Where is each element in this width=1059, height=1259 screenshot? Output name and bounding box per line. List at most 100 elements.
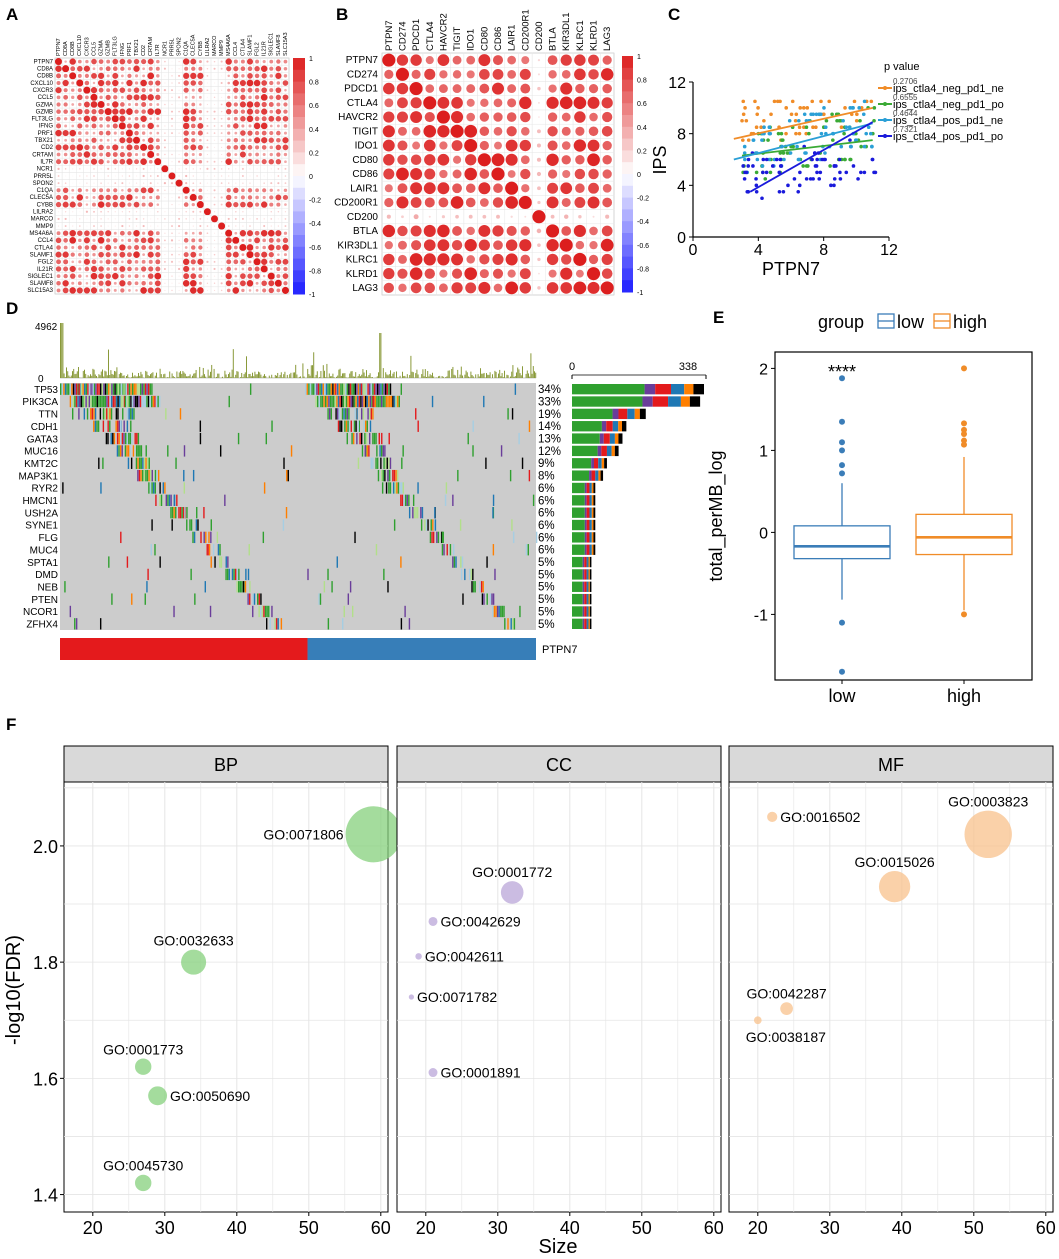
tmb-bar: [72, 371, 73, 378]
correlation-dot: [269, 88, 274, 93]
percent-label: 5%: [538, 619, 555, 631]
correlation-dot: [78, 252, 82, 257]
correlation-dot: [170, 110, 174, 113]
mutation-cell: [338, 408, 340, 420]
tmb-bar: [217, 373, 219, 378]
correlation-dot: [171, 282, 173, 284]
mutation-cell: [84, 383, 86, 395]
correlation-dot: [507, 98, 517, 108]
correlation-dot: [587, 196, 600, 209]
correlation-dot: [182, 122, 190, 130]
mutation-cell: [132, 383, 134, 395]
mutation-cell: [271, 605, 273, 618]
mutation-cell: [290, 445, 293, 457]
correlation-dot: [268, 102, 274, 107]
scatter-point: [838, 170, 842, 175]
correlation-dot: [436, 110, 450, 124]
row-label: SLC15A3: [27, 288, 53, 294]
mutation-cell: [156, 469, 158, 482]
correlation-dot: [191, 188, 195, 192]
correlation-dot: [69, 58, 76, 65]
scatter-point: [770, 164, 775, 168]
correlation-dot: [438, 283, 448, 293]
frequency-bar-segment: [586, 544, 590, 555]
correlation-dot: [128, 211, 131, 213]
correlation-dot: [574, 168, 586, 180]
mutation-cell: [396, 395, 399, 408]
correlation-dot: [491, 167, 505, 181]
mutation-cell: [430, 519, 432, 531]
mutation-cell: [392, 482, 395, 494]
correlation-dot: [537, 73, 540, 76]
mutation-cell: [123, 432, 125, 445]
correlation-dot: [133, 122, 140, 129]
correlation-dot: [178, 60, 180, 63]
tmb-bar: [75, 373, 77, 378]
correlation-dot: [83, 86, 91, 94]
correlation-dot: [171, 289, 173, 292]
correlation-dot: [510, 215, 513, 218]
mutation-cell: [90, 395, 92, 408]
correlation-dot: [492, 55, 504, 66]
tmb-bar: [120, 372, 121, 378]
percent-label: 8%: [538, 471, 555, 483]
mutation-cell: [472, 581, 475, 593]
correlation-dot: [78, 267, 82, 271]
mutation-cell: [64, 581, 66, 593]
mutation-cell: [395, 469, 397, 482]
correlation-dot: [261, 159, 267, 165]
row-label: MMP9: [36, 224, 54, 230]
scatter-point: [855, 112, 859, 117]
mutation-cell: [193, 531, 196, 544]
correlation-dot: [119, 108, 126, 115]
correlation-dot: [396, 167, 409, 181]
correlation-dot: [134, 260, 139, 264]
correlation-dot: [213, 82, 216, 84]
column-label: SPON2: [177, 37, 183, 56]
row-label: SPON2: [33, 181, 54, 187]
mutation-cell: [354, 383, 356, 395]
correlation-dot: [601, 97, 613, 109]
correlation-dot: [171, 89, 173, 92]
correlation-dot: [57, 225, 60, 227]
correlation-dot: [206, 246, 209, 249]
correlation-dot: [492, 225, 504, 237]
correlation-dot: [147, 58, 154, 65]
row-label: CD8A: [37, 67, 53, 73]
box-iqr: [915, 513, 1013, 556]
correlation-dot: [119, 266, 126, 272]
scatter-point: [760, 164, 765, 168]
tmb-bar: [105, 371, 107, 378]
mutation-cell: [343, 605, 345, 618]
correlation-dot: [126, 108, 133, 115]
correlation-dot: [105, 94, 111, 100]
correlation-dot: [183, 72, 190, 80]
mutation-cell: [445, 482, 448, 494]
gene-label: RYR2: [32, 484, 59, 495]
mutation-cell: [269, 618, 271, 630]
mutation-cell: [93, 408, 95, 420]
correlation-dot: [206, 282, 209, 284]
correlation-dot: [171, 139, 173, 141]
go-term-bubble: [964, 810, 1012, 858]
mutation-cell: [93, 383, 95, 395]
correlation-dot: [64, 217, 67, 220]
correlation-dot: [113, 252, 118, 257]
correlation-dot: [140, 115, 147, 122]
correlation-dot: [147, 144, 154, 151]
y-axis-title: -log10(FDR): [3, 935, 25, 1045]
correlation-dot: [284, 167, 287, 170]
correlation-dot: [133, 87, 140, 93]
scatter-point: [780, 138, 784, 142]
correlation-dot: [127, 274, 132, 278]
mutation-cell: [120, 531, 122, 544]
tmb-bar: [484, 377, 486, 378]
correlation-dot: [112, 101, 119, 108]
correlation-dot: [199, 168, 202, 170]
tmb-bar: [405, 377, 407, 378]
correlation-dot: [589, 112, 598, 122]
correlation-dot: [91, 115, 97, 122]
mutation-cell: [346, 432, 348, 445]
scatter-point: [866, 125, 871, 130]
correlation-dot: [100, 175, 102, 177]
